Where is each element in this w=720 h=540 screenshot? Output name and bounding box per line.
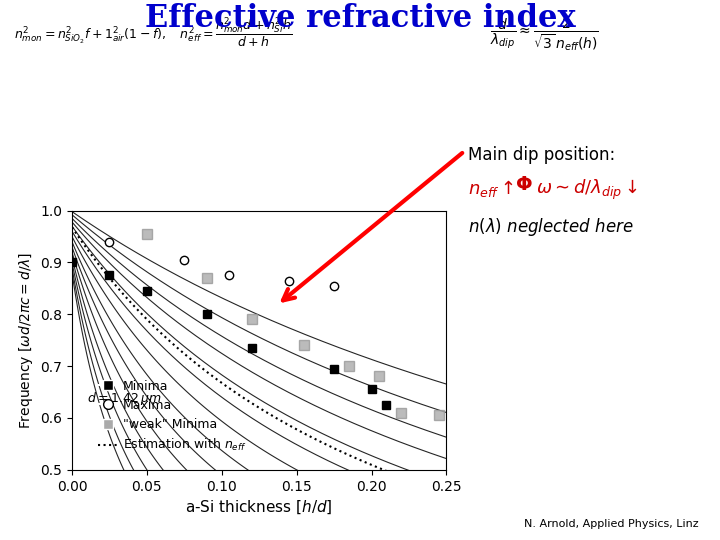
Text: $n^2_{mon} = n^2_{SiO_2} f + 1^2_{air}(1-f),\quad n^2_{eff} = \dfrac{n^2_{mon}d : $n^2_{mon} = n^2_{SiO_2} f + 1^2_{air}(1… — [14, 16, 292, 50]
Legend: Minima, Maxima, "weak" Minima, Estimation with $n_{eff}$: Minima, Maxima, "weak" Minima, Estimatio… — [93, 375, 252, 458]
X-axis label: a-Si thickness [$h/d$]: a-Si thickness [$h/d$] — [185, 499, 333, 516]
Text: $\mathbf{\Phi}$: $\mathbf{\Phi}$ — [515, 176, 532, 194]
Text: $n(\lambda)$ neglected here: $n(\lambda)$ neglected here — [468, 216, 634, 238]
Text: $\omega{\sim}d/\lambda_{dip}\downarrow$: $\omega{\sim}d/\lambda_{dip}\downarrow$ — [536, 178, 639, 202]
Text: Main dip position:: Main dip position: — [468, 146, 616, 164]
Text: $d = 1.42\,\mu$m: $d = 1.42\,\mu$m — [87, 390, 161, 407]
Y-axis label: Frequency [$\omega d/2\pi c = d/\lambda$]: Frequency [$\omega d/2\pi c = d/\lambda$… — [17, 252, 35, 429]
Text: N. Arnold, Applied Physics, Linz: N. Arnold, Applied Physics, Linz — [523, 519, 698, 529]
Text: $\dfrac{d}{\lambda_{dip}} \approx \dfrac{2}{\sqrt{3}\,n_{eff}(h)}$: $\dfrac{d}{\lambda_{dip}} \approx \dfrac… — [490, 16, 598, 53]
Text: $n_{eff}\uparrow$: $n_{eff}\uparrow$ — [468, 178, 513, 199]
Text: Effective refractive index: Effective refractive index — [145, 3, 575, 33]
